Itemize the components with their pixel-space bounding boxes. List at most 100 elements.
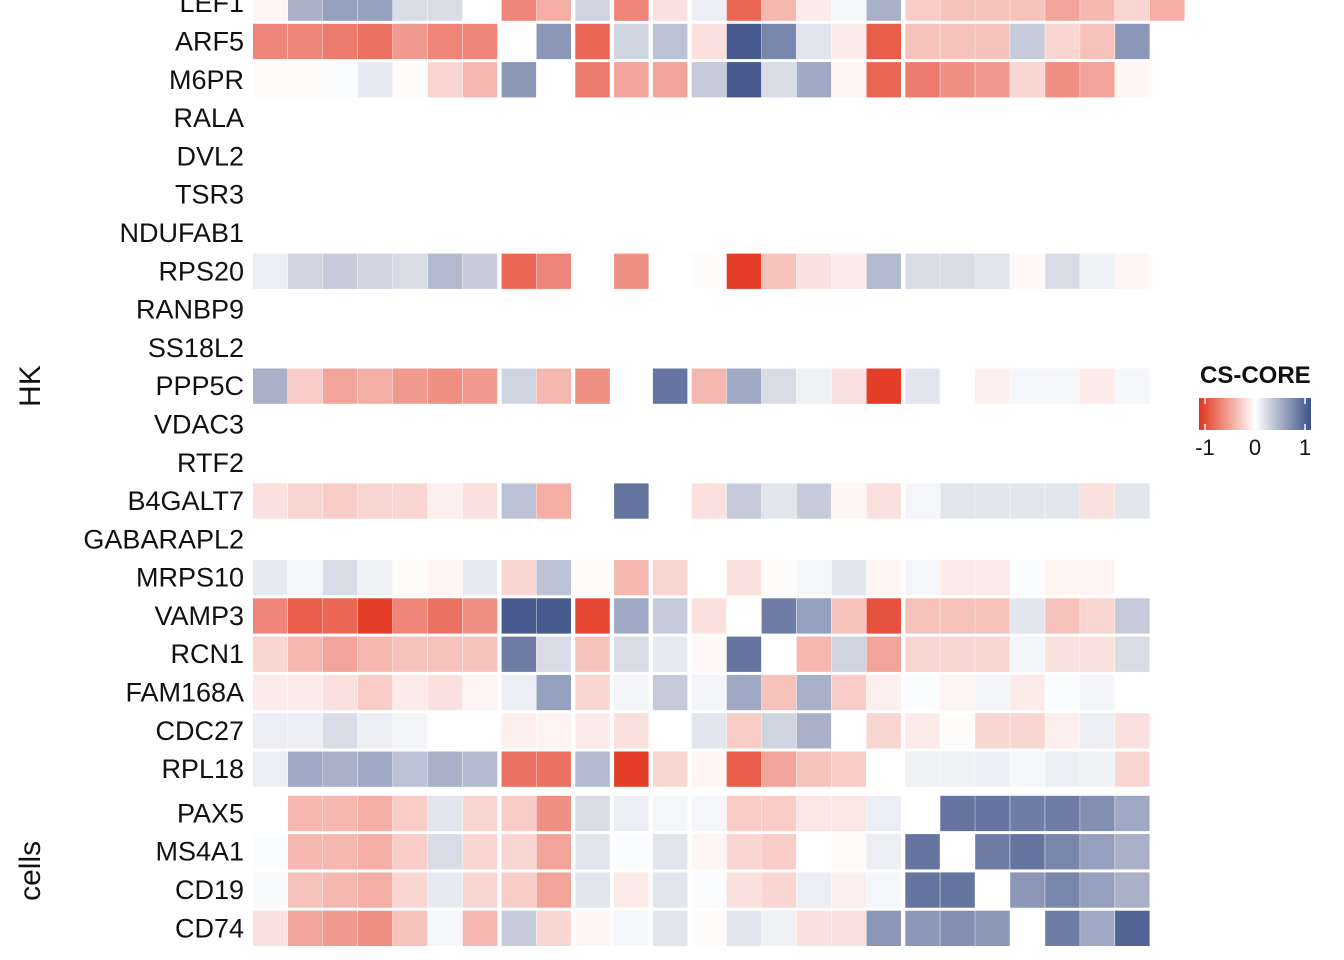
- heatmap-cell: [940, 636, 975, 672]
- heatmap-cell: [1115, 751, 1150, 787]
- heatmap-cell: [253, 368, 288, 404]
- heatmap-cell: [761, 834, 797, 870]
- heatmap-cell: [1010, 253, 1045, 289]
- heatmap-cell: [536, 795, 571, 832]
- heatmap-cell: [761, 713, 797, 749]
- heatmap-cell: [1115, 834, 1150, 870]
- heatmap-cell: [691, 834, 727, 870]
- heatmap-cell: [796, 598, 832, 634]
- heatmap-cell: [501, 751, 537, 787]
- legend-title: CS-CORE: [1200, 362, 1311, 389]
- heatmap-cell: [462, 834, 498, 870]
- heatmap-cell: [1115, 23, 1150, 60]
- heatmap-cell: [975, 598, 1010, 634]
- row-label: GABARAPL2: [83, 524, 244, 554]
- heatmap-cell: [1045, 713, 1080, 749]
- heatmap-cell: [536, 368, 571, 404]
- heatmap-cell: [288, 253, 323, 289]
- heatmap-cell: [905, 62, 940, 98]
- heatmap-cell: [322, 368, 358, 404]
- heatmap-cell: [940, 368, 975, 404]
- heatmap-cell: [253, 636, 288, 672]
- row-label: RPL18: [161, 754, 244, 784]
- heatmap-cell: [392, 674, 428, 711]
- heatmap-cell: [726, 253, 762, 289]
- row-label: CD19: [175, 875, 244, 905]
- heatmap-cell: [940, 872, 975, 908]
- heatmap-cell: [357, 483, 393, 519]
- heatmap-cell: [322, 713, 358, 749]
- heatmap-cell: [462, 560, 498, 596]
- heatmap-cell: [427, 674, 463, 711]
- heatmap-cell: [288, 674, 323, 711]
- heatmap-cell: [866, 872, 901, 908]
- heatmap-cell: [905, 23, 940, 60]
- heatmap-cell: [831, 598, 867, 634]
- heatmap-cell: [614, 0, 649, 21]
- group-labels: HK cells: [14, 365, 47, 901]
- heatmap-cell: [1010, 483, 1045, 519]
- row-label: RALA: [173, 103, 244, 133]
- heatmap-cell: [1010, 872, 1045, 908]
- heatmap-cell: [614, 560, 649, 596]
- heatmap-cell: [536, 23, 571, 60]
- heatmap-cell: [975, 834, 1010, 870]
- heatmap-cell: [392, 368, 428, 404]
- heatmap-cell: [462, 636, 498, 672]
- heatmap-cell: [536, 834, 571, 870]
- heatmap-cell: [253, 795, 288, 832]
- heatmap-cell: [905, 713, 940, 749]
- row-label: MRPS10: [136, 563, 244, 593]
- heatmap-cell: [536, 253, 571, 289]
- heatmap-cell: [501, 368, 537, 404]
- heatmap-cell: [1080, 713, 1115, 749]
- heatmap-cell: [357, 62, 393, 98]
- heatmap-cell: [392, 910, 428, 946]
- heatmap-cell: [831, 713, 867, 749]
- heatmap-cell: [427, 872, 463, 908]
- heatmap-cell: [975, 795, 1010, 832]
- heatmap-cell: [462, 23, 498, 60]
- heatmap-cell: [831, 62, 867, 98]
- heatmap-cell: [1010, 795, 1045, 832]
- heatmap-cell: [796, 483, 832, 519]
- heatmap-cell: [575, 713, 610, 749]
- heatmap-cell: [288, 368, 323, 404]
- heatmap-cell: [1010, 368, 1045, 404]
- heatmap-cell: [726, 751, 762, 787]
- heatmap-cell: [796, 368, 832, 404]
- heatmap-cell: [392, 713, 428, 749]
- heatmap-cell: [1115, 483, 1150, 519]
- row-label: CD74: [175, 913, 244, 943]
- heatmap-cell: [1115, 795, 1150, 832]
- heatmap-cell: [536, 598, 571, 634]
- heatmap-cell: [575, 62, 610, 98]
- heatmap-cell: [940, 0, 975, 21]
- heatmap-cell: [322, 253, 358, 289]
- heatmap-cell: [536, 751, 571, 787]
- heatmap-cell: [536, 872, 571, 908]
- heatmap-cell: [1080, 483, 1115, 519]
- heatmap-cell: [761, 368, 797, 404]
- heatmap-cell: [1115, 872, 1150, 908]
- heatmap-cell: [575, 674, 610, 711]
- heatmap-cell: [575, 636, 610, 672]
- heatmap-cell: [796, 910, 832, 946]
- heatmap-cell: [253, 674, 288, 711]
- heatmap-cell: [761, 636, 797, 672]
- heatmap-cell: [614, 834, 649, 870]
- color-legend: CS-CORE -1 0 1: [1195, 362, 1311, 460]
- heatmap-cell: [1010, 636, 1045, 672]
- heatmap-cell: [905, 483, 940, 519]
- heatmap-cell: [575, 834, 610, 870]
- heatmap-cell: [322, 872, 358, 908]
- heatmap-cell: [1010, 62, 1045, 98]
- heatmap-cell: [1045, 253, 1080, 289]
- heatmap-cell: [975, 751, 1010, 787]
- heatmap-cell: [691, 23, 727, 60]
- heatmap-cell: [905, 598, 940, 634]
- heatmap-cell: [322, 62, 358, 98]
- heatmap-cell: [1080, 253, 1115, 289]
- heatmap-cells: [253, 0, 1185, 946]
- heatmap-cell: [427, 0, 463, 21]
